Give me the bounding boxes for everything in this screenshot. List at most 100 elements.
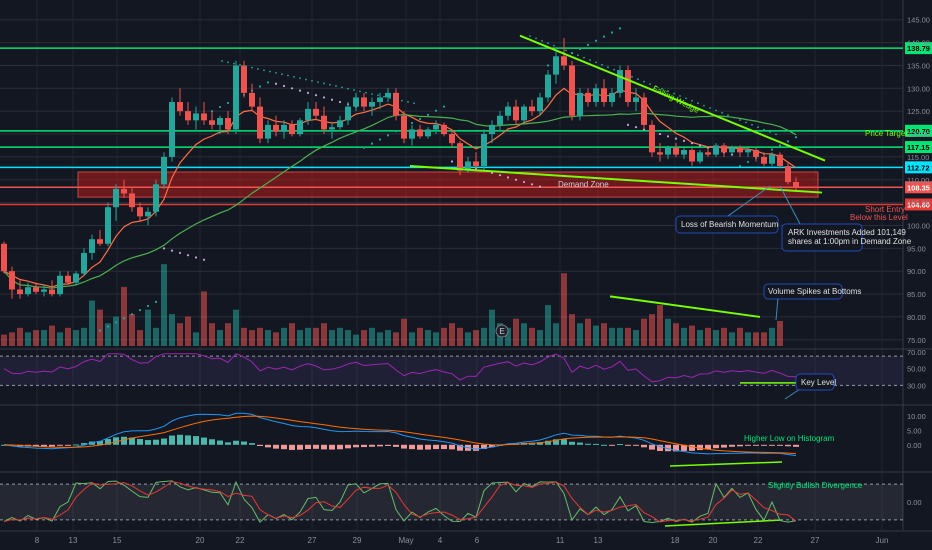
candle-body [177, 102, 183, 112]
macd-histogram-bar [49, 444, 55, 447]
candle-body [369, 102, 375, 107]
macd-histogram-bar [537, 442, 543, 445]
volume-bar [393, 332, 399, 346]
sar-dot [529, 35, 531, 37]
volume-bar [17, 327, 23, 346]
level-price-label: 117.15 [907, 143, 930, 152]
stoch-tick-label: 0.00 [907, 498, 922, 507]
sar-dot [221, 60, 223, 62]
candle-body [745, 150, 751, 153]
volume-bar [737, 327, 743, 346]
sar-dot [595, 61, 597, 64]
sar-dot [305, 78, 307, 81]
macd-histogram-bar [601, 444, 607, 446]
sar-dot [378, 138, 382, 141]
sar-dot [266, 81, 270, 84]
candle-body [433, 124, 439, 130]
candle-body [193, 113, 199, 121]
volume-bar [609, 327, 615, 346]
macd-histogram-bar [649, 444, 655, 450]
candle-body [769, 154, 775, 164]
macd-histogram-bar [473, 444, 479, 451]
sar-dot [530, 183, 534, 186]
rsi-pane [0, 353, 903, 386]
candle-body [49, 289, 55, 295]
macd-histogram-bar [425, 444, 431, 450]
volume-bars [1, 264, 783, 346]
volume-bar [441, 327, 447, 346]
volume-bar [705, 327, 711, 346]
sar-dot [245, 65, 247, 68]
sar-dot [282, 84, 286, 88]
time-tick-label: May [398, 536, 413, 545]
sar-dot [434, 109, 438, 112]
volume-bar [777, 321, 783, 346]
sar-dot [347, 87, 349, 90]
macd-histogram-bar [569, 441, 575, 445]
macd-histogram-bar [345, 444, 351, 449]
volume-bar [25, 332, 31, 346]
candle-body [17, 289, 23, 295]
macd-histogram-bar [193, 436, 199, 445]
candle-body [721, 145, 727, 153]
candle-body [385, 92, 391, 98]
sar-dot [691, 99, 693, 102]
candle-body [793, 182, 799, 188]
price-tick-label: 85.00 [907, 290, 926, 299]
macd-histogram-bar [201, 437, 207, 445]
macd-histogram-bar [113, 437, 119, 445]
candle-body [673, 147, 679, 155]
macd-histogram-bar [257, 444, 263, 447]
candle-body [345, 106, 351, 121]
candle-body [81, 252, 87, 274]
macd-histogram-bar [793, 444, 799, 447]
macd-histogram-bar [313, 444, 319, 449]
sar-dot [170, 249, 174, 252]
volume-bar [33, 330, 39, 346]
price-tick-label: 135.00 [907, 61, 930, 70]
macd-histogram-bar [249, 443, 255, 445]
volume-bar [753, 332, 759, 346]
volume-bar [625, 327, 631, 346]
sar-dot [577, 54, 579, 57]
wedge-lower-line [409, 165, 823, 194]
time-tick-label: 27 [308, 536, 317, 545]
sar-dot [658, 132, 662, 136]
sar-dot [329, 83, 331, 86]
sar-dot [377, 94, 379, 97]
sar-dot [258, 85, 262, 88]
level-price-label-bg [905, 124, 932, 137]
macd-histogram-bar [105, 439, 111, 445]
macd-histogram-bar [385, 444, 391, 446]
volume-bar [569, 314, 575, 346]
sar-dot [442, 105, 446, 108]
rsi-tick-label: 70.00 [907, 348, 926, 357]
sar-dot [589, 59, 591, 61]
sar-dot [690, 142, 694, 145]
time-tick-label: 20 [196, 536, 205, 545]
sar-dot [757, 126, 759, 129]
macd-histogram-bar [217, 440, 223, 445]
volume-bar [49, 325, 55, 346]
candle-body [577, 92, 583, 116]
volume-bar [329, 330, 335, 346]
volume-bar [713, 330, 719, 346]
volume-bar [177, 323, 183, 346]
macd-trendline [669, 461, 783, 467]
volume-bar [745, 332, 751, 346]
sar-dot [679, 95, 681, 97]
volume-bar [601, 323, 607, 346]
earnings-badge[interactable] [495, 324, 509, 338]
candle-body [489, 124, 495, 135]
candle-body [393, 92, 399, 116]
volume-bar [297, 330, 303, 346]
sar-dot [407, 101, 409, 103]
sar-dot [353, 89, 355, 91]
signal-line [3, 415, 797, 455]
sar-dot [727, 114, 729, 117]
sar-dot [697, 102, 699, 105]
volume-bar [289, 323, 295, 346]
candle-body [585, 92, 591, 103]
candle-body [337, 120, 343, 128]
